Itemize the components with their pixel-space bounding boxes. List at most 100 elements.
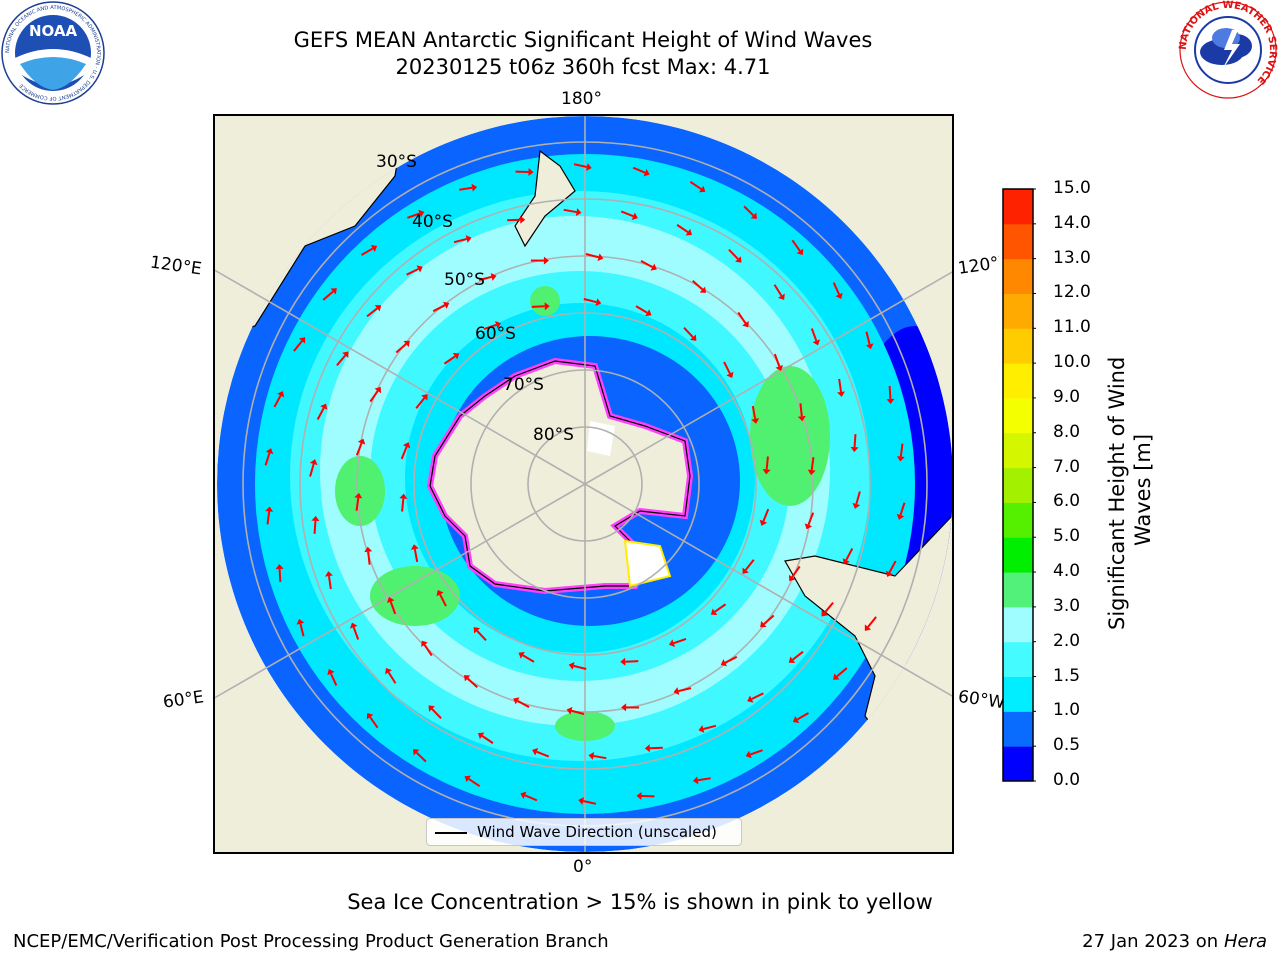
wave-direction-arrow — [473, 627, 487, 641]
footer-host: Hera — [1223, 931, 1267, 952]
wave-direction-arrow — [336, 351, 349, 366]
map-legend: Wind Wave Direction (unscaled) — [426, 818, 742, 846]
wave-direction-arrow — [723, 361, 734, 379]
colorbar-tick-label: 6.0 — [1053, 491, 1081, 512]
wave-direction-arrow — [463, 675, 478, 688]
colorbar-tick-label: 1.5 — [1053, 665, 1081, 686]
wave-direction-arrow — [395, 340, 410, 354]
colorbar-tick-label: 15.0 — [1053, 178, 1091, 198]
wave-direction-arrow — [804, 512, 815, 530]
wave-direction-arrow — [478, 273, 497, 281]
wave-direction-arrow — [632, 166, 650, 177]
lat-label-50s: 50°S — [444, 270, 485, 290]
wave-direction-arrow — [349, 622, 360, 640]
wave-direction-arrow — [676, 224, 693, 236]
wave-direction-arrow — [743, 205, 758, 219]
colorbar-segment — [1003, 467, 1033, 503]
wave-patch-1 — [750, 366, 830, 506]
wave-direction-arrow — [737, 311, 749, 328]
colorbar — [1002, 188, 1036, 782]
wave-patch-5 — [530, 286, 560, 316]
wave-direction-arrow — [683, 327, 697, 341]
wave-direction-arrow — [513, 697, 530, 708]
colorbar-tick-label: 1.0 — [1053, 700, 1081, 721]
wave-direction-arrow — [621, 703, 640, 712]
wave-direction-arrow — [410, 544, 419, 563]
wave-direction-arrow — [837, 378, 845, 397]
wave-direction-arrow — [296, 618, 305, 637]
wave-direction-arrow — [896, 443, 905, 462]
lon-label-180: 180° — [561, 89, 602, 109]
chart-subtitle: 20230125 t06z 360h fcst Max: 4.71 — [395, 55, 771, 79]
wave-direction-arrow — [773, 284, 785, 300]
colorbar-label: Significant Height of Wind Waves [m] — [1105, 357, 1155, 630]
colorbar-segment — [1003, 676, 1033, 712]
wave-direction-arrow — [865, 331, 874, 350]
wave-patch-3 — [335, 456, 385, 526]
noaa-logo-text: NOAA — [29, 22, 78, 40]
colorbar-tick-label: 11.0 — [1053, 317, 1091, 338]
colorbar-tick-label: 8.0 — [1053, 421, 1081, 442]
wave-direction-arrow — [832, 282, 843, 299]
lat-label-70s: 70°S — [503, 375, 544, 395]
wave-direction-arrow — [842, 548, 854, 565]
wave-direction-arrow — [864, 616, 877, 631]
wave-direction-arrow — [568, 661, 587, 670]
wave-direction-arrow — [432, 301, 450, 313]
lon-label-120e: 120°E — [148, 252, 203, 280]
wave-direction-arrow — [710, 603, 727, 616]
wave-direction-arrow — [385, 668, 397, 684]
wave-direction-arrow — [507, 215, 526, 224]
wave-direction-arrow — [807, 457, 816, 476]
lon-label-0: 0° — [573, 857, 593, 877]
wave-direction-arrow — [797, 403, 806, 422]
colorbar-tick-label: 10.0 — [1053, 352, 1091, 373]
wave-direction-arrow — [698, 724, 717, 733]
wave-direction-arrow — [520, 791, 538, 802]
wave-direction-arrow — [563, 208, 582, 216]
wave-direction-arrow — [810, 328, 821, 346]
sea-ice-caption: Sea Ice Concentration > 15% is shown in … — [347, 890, 933, 914]
wave-direction-arrow — [327, 669, 338, 686]
wave-direction-arrow — [791, 239, 804, 256]
colorbar-tick-label: 14.0 — [1053, 212, 1091, 233]
wave-direction-arrow — [886, 385, 895, 404]
colorbar-segment — [1003, 328, 1033, 364]
colorbar-segment — [1003, 189, 1033, 225]
wave-direction-arrow — [788, 650, 804, 663]
wave-direction-arrow — [399, 493, 408, 512]
wave-direction-arrow — [850, 434, 859, 453]
wave-direction-arrow — [265, 506, 274, 525]
meridian-line — [584, 483, 952, 697]
wave-direction-arrow — [361, 245, 378, 256]
wave-direction-arrow — [443, 352, 460, 365]
wave-direction-arrow — [421, 640, 433, 657]
wave-direction-arrow — [588, 752, 607, 760]
colorbar-tick-label: 12.0 — [1053, 282, 1091, 303]
wave-direction-arrow — [620, 657, 639, 666]
wave-direction-arrow — [640, 260, 657, 271]
wave-direction-arrow — [773, 353, 784, 372]
wave-direction-arrow — [530, 256, 549, 265]
colorbar-segment — [1003, 258, 1033, 294]
colorbar-tick-label: 13.0 — [1053, 247, 1091, 268]
lat-label-30s: 30°S — [376, 152, 417, 172]
meridian-line — [215, 483, 586, 699]
lon-label-60e: 60°E — [161, 687, 206, 713]
wave-direction-arrow — [311, 515, 320, 534]
wave-direction-arrow — [573, 163, 592, 171]
wave-direction-arrow — [293, 337, 306, 352]
lat-label-80s: 80°S — [533, 425, 574, 445]
colorbar-segment — [1003, 432, 1033, 469]
wave-direction-arrow — [415, 394, 428, 409]
wave-direction-arrow — [386, 596, 397, 615]
wave-direction-arrow — [483, 321, 502, 330]
wave-direction-arrow — [692, 776, 711, 785]
polar-map — [215, 116, 952, 852]
wave-direction-arrow — [742, 559, 755, 574]
legend-line-swatch — [435, 832, 467, 834]
noaa-logo: NOAA NATIONAL OCEANIC AND ATMOSPHERIC AD… — [1, 1, 105, 105]
colorbar-tick-label: 3.0 — [1053, 595, 1081, 616]
wave-direction-arrow — [275, 564, 284, 583]
wave-direction-arrow — [833, 667, 848, 680]
